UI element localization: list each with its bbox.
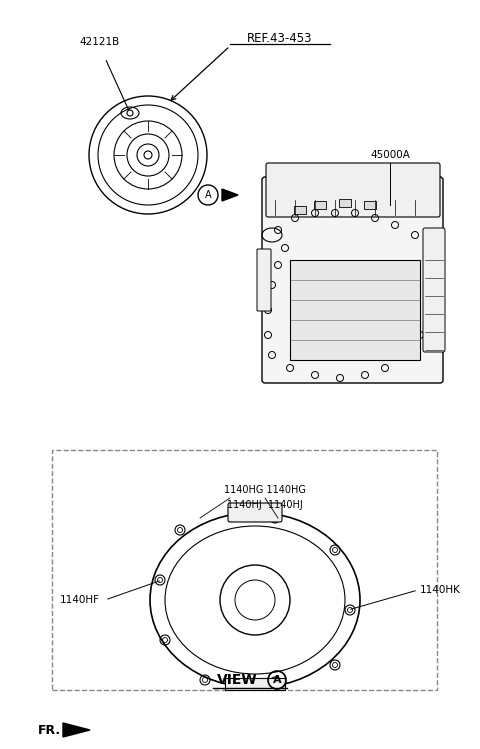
Text: 45000A: 45000A xyxy=(370,150,410,160)
Text: 1140HG 1140HG: 1140HG 1140HG xyxy=(224,485,306,495)
FancyBboxPatch shape xyxy=(257,249,271,311)
FancyBboxPatch shape xyxy=(228,503,282,522)
FancyBboxPatch shape xyxy=(262,177,443,383)
Text: A: A xyxy=(273,675,281,685)
Bar xyxy=(339,199,351,207)
Text: 42121B: 42121B xyxy=(80,37,120,47)
Bar xyxy=(52,450,437,690)
Bar xyxy=(290,260,420,360)
Text: A: A xyxy=(204,190,211,200)
Bar xyxy=(364,201,376,209)
Polygon shape xyxy=(222,189,238,201)
Text: VIEW: VIEW xyxy=(216,673,257,687)
Text: 1140HJ  1140HJ: 1140HJ 1140HJ xyxy=(227,500,303,510)
Text: FR.: FR. xyxy=(38,724,61,736)
Bar xyxy=(314,201,326,209)
Polygon shape xyxy=(63,723,90,737)
FancyBboxPatch shape xyxy=(266,163,440,217)
Bar xyxy=(225,678,285,690)
FancyBboxPatch shape xyxy=(423,228,445,352)
Bar xyxy=(294,206,306,214)
Text: REF.43-453: REF.43-453 xyxy=(247,31,313,44)
Text: 1140HF: 1140HF xyxy=(60,595,100,605)
Text: 1140HK: 1140HK xyxy=(420,585,461,595)
